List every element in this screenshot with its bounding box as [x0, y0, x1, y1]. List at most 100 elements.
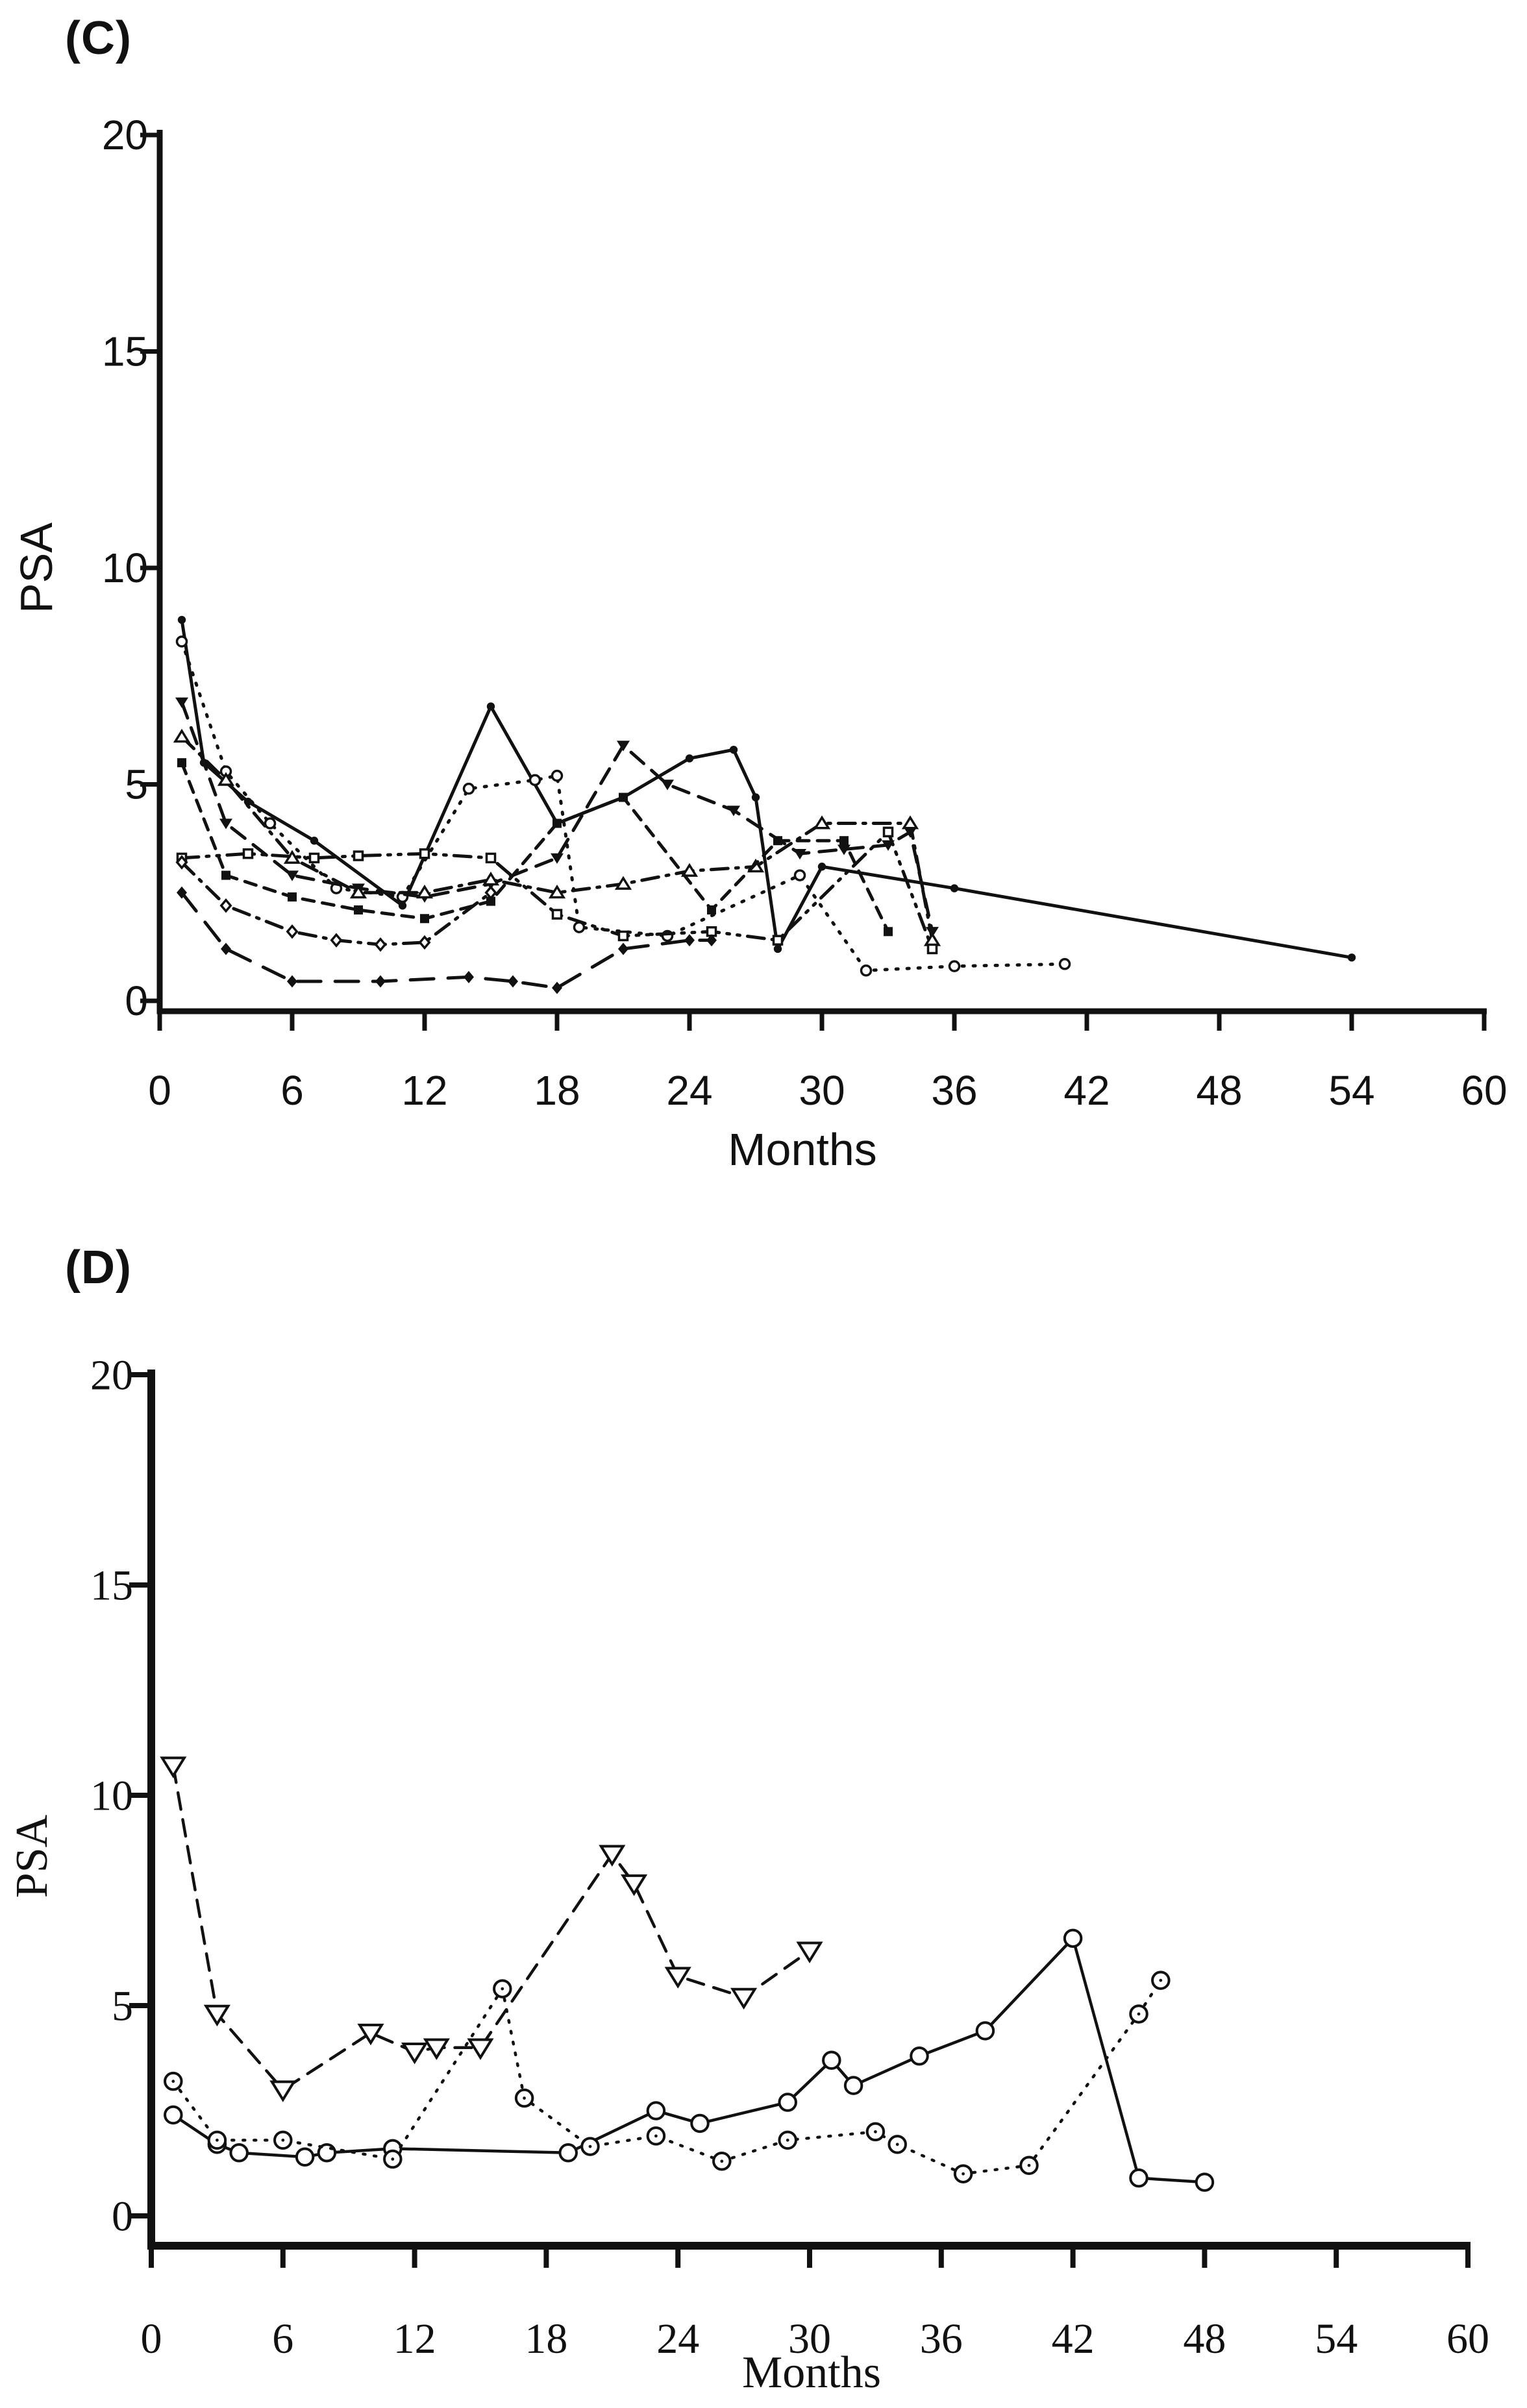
marker-circle-open	[822, 2050, 841, 2070]
marker-triangle-down-filled	[617, 741, 630, 752]
x-tick-label: 0	[148, 1067, 171, 1114]
x-tick-label: 48	[1183, 2315, 1226, 2363]
marker-triangle-down-filled	[838, 844, 850, 855]
marker-circle-dot-center	[654, 2134, 658, 2138]
marker-diamond-filled	[287, 975, 297, 988]
marker-triangle-up-open	[173, 728, 191, 743]
x-axis-title: Months	[742, 2348, 881, 2398]
marker-square-open	[882, 826, 894, 838]
marker-circle-dot-center	[281, 2138, 285, 2142]
marker-diamond-open	[330, 933, 343, 948]
marker-circle-open	[690, 2113, 710, 2133]
marker-circle-filled	[398, 902, 407, 910]
marker-circle-filled	[1347, 953, 1356, 962]
marker-diamond-filled	[508, 975, 518, 988]
marker-square-filled	[354, 905, 363, 915]
marker-square-filled	[420, 914, 429, 924]
x-tick-label: 42	[1052, 2315, 1095, 2363]
marker-circle-open	[975, 2021, 995, 2041]
marker-circle-dot-center	[1159, 1978, 1163, 1982]
marker-triangle-up-open	[901, 815, 919, 829]
marker-circle-open	[229, 2143, 249, 2163]
marker-triangle-down-open	[621, 1874, 648, 1897]
marker-circle-open	[558, 2143, 578, 2163]
marker-square-filled	[221, 870, 230, 880]
marker-diamond-filled	[706, 934, 717, 947]
marker-circle-dot-center	[501, 1987, 504, 1991]
x-tick-label: 0	[141, 2315, 162, 2363]
marker-triangle-down-filled	[286, 870, 299, 881]
marker-circle-dot-center	[895, 2143, 899, 2146]
marker-triangle-up-open	[217, 772, 235, 786]
y-axis-title: PSA	[11, 522, 62, 613]
marker-circle-open	[1195, 2172, 1215, 2192]
marker-circle-open	[264, 817, 277, 829]
series-line-dashdotdot	[180, 830, 934, 951]
marker-diamond-filled	[375, 975, 386, 988]
marker-diamond-filled	[177, 886, 187, 899]
marker-square-filled	[552, 818, 562, 828]
x-tick-label: 6	[272, 2315, 293, 2363]
series-patient-c4	[173, 728, 941, 946]
y-tick-label: 15	[90, 1562, 133, 1609]
x-tick-label: 24	[656, 2315, 699, 2363]
marker-triangle-down-open	[269, 2080, 297, 2102]
marker-circle-dot-center	[962, 2172, 965, 2176]
marker-triangle-down-open	[599, 1845, 626, 1867]
marker-diamond-filled	[221, 942, 231, 955]
marker-square-open	[353, 850, 364, 861]
y-tick-label: 5	[125, 761, 148, 807]
marker-diamond-filled	[618, 942, 628, 955]
marker-triangle-up-open	[349, 884, 367, 899]
x-tick-label: 24	[666, 1067, 712, 1114]
y-tick-label: 0	[112, 2193, 133, 2240]
marker-triangle-down-filled	[727, 805, 740, 817]
y-tick-label: 0	[125, 977, 148, 1024]
x-tick-label: 36	[920, 2315, 963, 2363]
marker-square-open	[617, 930, 629, 942]
marker-circle-dot-center	[523, 2096, 526, 2100]
panel-c-label: (C)	[65, 12, 132, 64]
marker-square-filled	[486, 896, 495, 906]
series-line-dotted	[171, 1978, 1163, 2176]
x-tick-label: 30	[799, 1067, 845, 1114]
marker-diamond-filled	[552, 981, 562, 994]
x-tick-label: 54	[1315, 2315, 1358, 2363]
y-tick-label: 20	[102, 112, 148, 158]
y-tick-label: 15	[102, 328, 148, 375]
marker-square-filled	[619, 792, 628, 802]
marker-diamond-open	[175, 855, 188, 870]
marker-square-open	[772, 935, 784, 946]
marker-circle-filled	[177, 615, 186, 624]
marker-triangle-up-open	[614, 876, 632, 890]
marker-circle-open	[948, 960, 961, 972]
x-tick-label: 36	[931, 1067, 977, 1114]
x-tick-label: 18	[534, 1067, 580, 1114]
y-tick-label: 20	[90, 1351, 133, 1399]
x-tick-label: 18	[525, 2315, 567, 2363]
marker-circle-dot-center	[874, 2130, 877, 2133]
marker-circle-open	[646, 2101, 666, 2120]
series-line-dotted	[180, 639, 1067, 972]
marker-triangle-up-open	[813, 815, 831, 829]
marker-circle-dot-center	[171, 2080, 175, 2083]
marker-triangle-up-open	[416, 884, 434, 899]
marker-circle-dot-center	[391, 2157, 395, 2161]
marker-circle-filled	[950, 884, 959, 892]
marker-square-filled	[707, 905, 716, 915]
x-tick-label: 60	[1461, 1067, 1507, 1114]
marker-triangle-down-open	[203, 2004, 230, 2027]
marker-diamond-open	[374, 937, 387, 952]
axes-D: 0 6 12 18 24 30 36 42 48 54 60 0 5 10 15 20	[90, 1351, 1489, 2363]
x-tick-label: 12	[401, 1067, 447, 1114]
marker-circle-open	[793, 869, 806, 881]
marker-triangle-down-filled	[219, 818, 232, 829]
marker-circle-open	[1129, 2168, 1148, 2188]
x-tick-label: 54	[1328, 1067, 1374, 1114]
series-patient-c7	[177, 886, 717, 994]
x-tick-label: 12	[393, 2315, 436, 2363]
marker-diamond-filled	[684, 934, 695, 947]
x-tick-label: 60	[1446, 2315, 1489, 2363]
y-axis-title: PSA	[7, 1814, 57, 1898]
marker-circle-filled	[486, 702, 495, 711]
